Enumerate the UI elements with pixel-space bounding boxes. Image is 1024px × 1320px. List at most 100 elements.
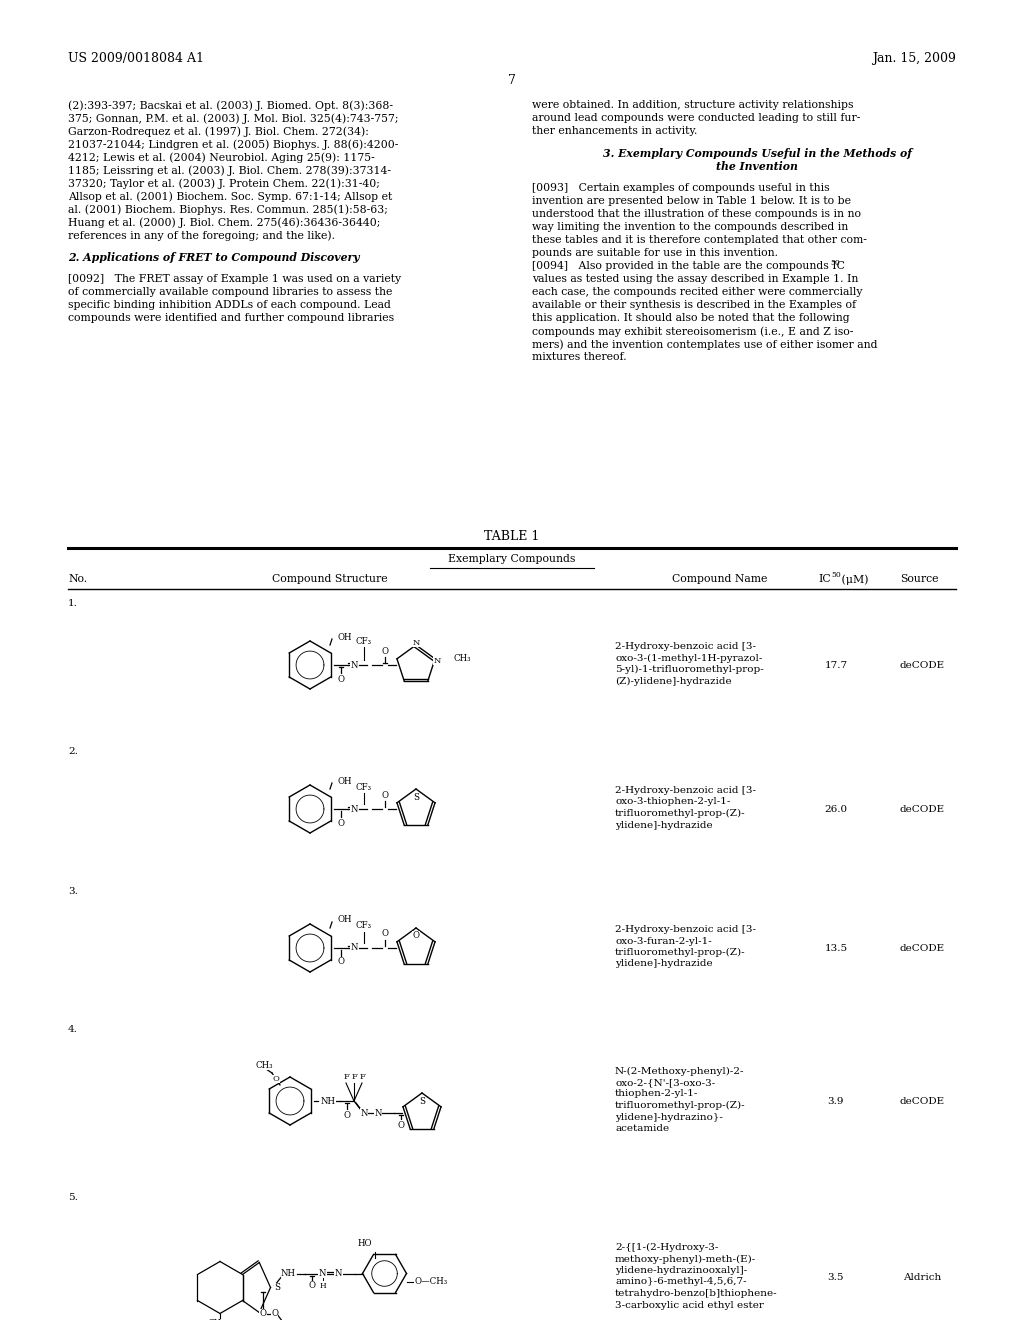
Text: O: O [413,932,420,940]
Text: mers) and the invention contemplates use of either isomer and: mers) and the invention contemplates use… [532,339,878,350]
Text: specific binding inhibition ADDLs of each compound. Lead: specific binding inhibition ADDLs of eac… [68,300,391,310]
Text: N-(2-Methoxy-phenyl)-2-: N-(2-Methoxy-phenyl)-2- [615,1067,744,1076]
Text: OH: OH [338,776,352,785]
Text: the Invention: the Invention [716,161,798,172]
Text: TABLE 1: TABLE 1 [484,531,540,543]
Text: thiophen-2-yl-1-: thiophen-2-yl-1- [615,1089,698,1098]
Text: ylidene]-hydrazide: ylidene]-hydrazide [615,960,713,969]
Text: references in any of the foregoing; and the like).: references in any of the foregoing; and … [68,230,335,240]
Text: [0092]   The FRET assay of Example 1 was used on a variety: [0092] The FRET assay of Example 1 was u… [68,275,401,284]
Text: 4.: 4. [68,1026,78,1034]
Text: 2-Hydroxy-benzoic acid [3-: 2-Hydroxy-benzoic acid [3- [615,925,756,935]
Text: O: O [338,818,344,828]
Text: each case, the compounds recited either were commercially: each case, the compounds recited either … [532,288,862,297]
Text: 5-yl)-1-trifluoromethyl-prop-: 5-yl)-1-trifluoromethyl-prop- [615,665,764,675]
Text: CF₃: CF₃ [356,636,372,645]
Text: 2-{[1-(2-Hydroxy-3-: 2-{[1-(2-Hydroxy-3- [615,1243,719,1253]
Text: 3.: 3. [68,887,78,896]
Text: understood that the illustration of these compounds is in no: understood that the illustration of thes… [532,209,861,219]
Text: [0093]   Certain examples of compounds useful in this: [0093] Certain examples of compounds use… [532,183,829,193]
Text: mixtures thereof.: mixtures thereof. [532,352,627,362]
Text: 1.: 1. [68,599,78,609]
Text: IC: IC [818,574,830,583]
Text: oxo-2-{N'-[3-oxo-3-: oxo-2-{N'-[3-oxo-3- [615,1078,715,1086]
Text: 2.: 2. [68,747,78,756]
Text: N: N [335,1269,342,1278]
Text: Compound Name: Compound Name [673,574,768,583]
Text: tetrahydro-benzo[b]thiophene-: tetrahydro-benzo[b]thiophene- [615,1290,777,1298]
Text: this application. It should also be noted that the following: this application. It should also be note… [532,313,850,323]
Text: ylidene]-hydrazide: ylidene]-hydrazide [615,821,713,829]
Text: O: O [259,1309,266,1317]
Text: oxo-3-(1-methyl-1H-pyrazol-: oxo-3-(1-methyl-1H-pyrazol- [615,653,763,663]
Text: 2. Applications of FRET to Compound Discovery: 2. Applications of FRET to Compound Disc… [68,252,359,263]
Text: 3.9: 3.9 [827,1097,844,1106]
Text: 5.: 5. [68,1193,78,1203]
Text: invention are presented below in Table 1 below. It is to be: invention are presented below in Table 1… [532,197,851,206]
Text: O: O [338,675,344,684]
Text: S: S [413,792,419,801]
Text: deCODE: deCODE [899,805,944,814]
Text: al. (2001) Biochem. Biophys. Res. Commun. 285(1):58-63;: al. (2001) Biochem. Biophys. Res. Commun… [68,205,388,215]
Text: Garzon-Rodrequez et al. (1997) J. Biol. Chem. 272(34):: Garzon-Rodrequez et al. (1997) J. Biol. … [68,125,369,136]
Text: N: N [350,660,357,669]
Text: N: N [350,804,357,813]
Text: O—CH₃: O—CH₃ [415,1276,447,1286]
Text: oxo-3-thiophen-2-yl-1-: oxo-3-thiophen-2-yl-1- [615,797,730,807]
Text: oxo-3-furan-2-yl-1-: oxo-3-furan-2-yl-1- [615,936,712,945]
Text: trifluoromethyl-prop-(Z)-: trifluoromethyl-prop-(Z)- [615,948,745,957]
Text: deCODE: deCODE [899,1097,944,1106]
Text: pounds are suitable for use in this invention.: pounds are suitable for use in this inve… [532,248,778,259]
Text: N: N [374,1109,382,1118]
Text: Allsop et al. (2001) Biochem. Soc. Symp. 67:1-14; Allsop et: Allsop et al. (2001) Biochem. Soc. Symp.… [68,191,392,202]
Text: 2-Hydroxy-benzoic acid [3-: 2-Hydroxy-benzoic acid [3- [615,785,756,795]
Text: F: F [343,1073,349,1081]
Text: O: O [397,1121,404,1130]
Text: Compound Structure: Compound Structure [272,574,388,583]
Text: O: O [382,647,388,656]
Text: No.: No. [68,574,87,583]
Text: 7: 7 [508,74,516,87]
Text: 3. Exemplary Compounds Useful in the Methods of: 3. Exemplary Compounds Useful in the Met… [602,148,911,160]
Text: (2):393-397; Bacskai et al. (2003) J. Biomed. Opt. 8(3):368-: (2):393-397; Bacskai et al. (2003) J. Bi… [68,100,393,111]
Text: N: N [413,639,420,647]
Text: 21037-21044; Lindgren et al. (2005) Biophys. J. 88(6):4200-: 21037-21044; Lindgren et al. (2005) Biop… [68,139,398,149]
Text: 50: 50 [831,572,841,579]
Text: O: O [308,1280,315,1290]
Text: HO: HO [358,1239,373,1247]
Text: available or their synthesis is described in the Examples of: available or their synthesis is describe… [532,300,856,310]
Text: compounds were identified and further compound libraries: compounds were identified and further co… [68,313,394,323]
Text: N: N [433,657,440,665]
Text: O: O [382,791,388,800]
Text: Jan. 15, 2009: Jan. 15, 2009 [872,51,956,65]
Text: way limiting the invention to the compounds described in: way limiting the invention to the compou… [532,222,848,232]
Text: 3.5: 3.5 [827,1274,844,1283]
Text: (μM): (μM) [838,574,868,585]
Text: CF₃: CF₃ [356,783,372,792]
Text: of commercially available compound libraries to assess the: of commercially available compound libra… [68,288,392,297]
Text: 2-Hydroxy-benzoic acid [3-: 2-Hydroxy-benzoic acid [3- [615,642,756,651]
Text: O: O [271,1309,279,1317]
Text: NH: NH [321,1097,336,1106]
Text: OH: OH [338,916,352,924]
Text: around lead compounds were conducted leading to still fur-: around lead compounds were conducted lea… [532,114,860,123]
Text: 37320; Taylor et al. (2003) J. Protein Chem. 22(1):31-40;: 37320; Taylor et al. (2003) J. Protein C… [68,178,380,189]
Text: OH: OH [338,632,352,642]
Text: deCODE: deCODE [899,661,944,671]
Text: ther enhancements in activity.: ther enhancements in activity. [532,125,697,136]
Text: CH₃: CH₃ [255,1060,272,1069]
Text: O: O [272,1074,280,1082]
Text: S: S [274,1283,281,1292]
Text: N: N [360,1109,368,1118]
Text: trifluoromethyl-prop-(Z)-: trifluoromethyl-prop-(Z)- [615,809,745,818]
Text: 3-carboxylic acid ethyl ester: 3-carboxylic acid ethyl ester [615,1300,764,1309]
Text: US 2009/0018084 A1: US 2009/0018084 A1 [68,51,204,65]
Text: trifluoromethyl-prop-(Z)-: trifluoromethyl-prop-(Z)- [615,1101,745,1110]
Text: amino}-6-methyl-4,5,6,7-: amino}-6-methyl-4,5,6,7- [615,1278,746,1287]
Text: 375; Gonnan, P.M. et al. (2003) J. Mol. Biol. 325(4):743-757;: 375; Gonnan, P.M. et al. (2003) J. Mol. … [68,114,398,124]
Text: CF₃: CF₃ [356,921,372,931]
Text: N: N [350,944,357,953]
Text: acetamide: acetamide [615,1125,669,1133]
Text: 17.7: 17.7 [824,661,848,671]
Text: ylidene]-hydrazino}-: ylidene]-hydrazino}- [615,1113,723,1122]
